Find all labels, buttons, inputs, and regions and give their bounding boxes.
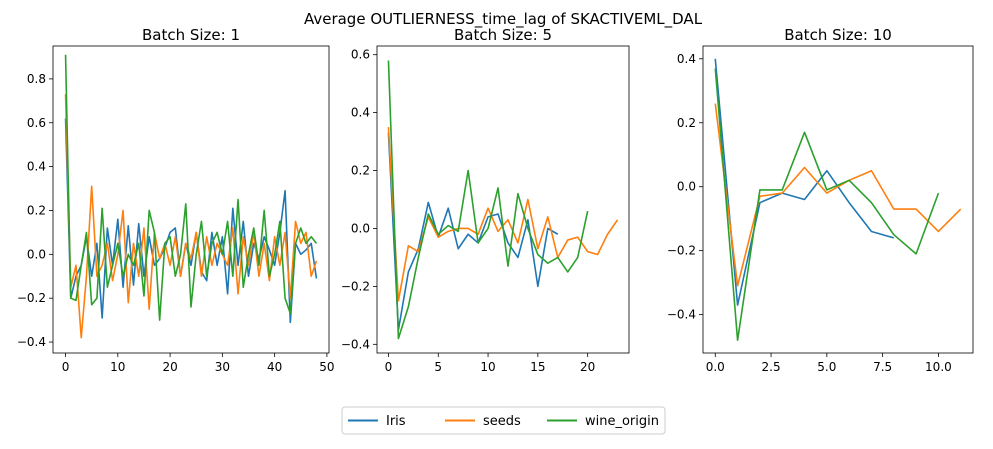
series-line-wine-origin (387, 60, 589, 340)
subplot-1: Batch Size: 1 0 10 20 30 40 50 −0.4 −0.2 0.0 0.2 0.… (17, 26, 335, 374)
y-tick-label: −0.4 (17, 335, 46, 349)
subplot-2: Batch Size: 5 0 5 10 15 20 −0.4 −0.2 0.0 0.2 0.4 0.… (341, 26, 630, 374)
legend-label: seeds (483, 414, 521, 429)
x-tick-label: 10.0 (925, 360, 952, 374)
y-tick-label: 0.6 (351, 48, 370, 62)
series-line-seeds (64, 94, 318, 339)
series-line-iris (64, 118, 318, 324)
y-tick-label: −0.2 (341, 279, 370, 293)
x-tick-label: 0.0 (706, 360, 725, 374)
x-tick-label: 0 (62, 360, 70, 374)
legend-box (341, 406, 666, 435)
y-tick-label: 0.4 (351, 106, 370, 120)
series-line-seeds (714, 103, 962, 287)
x-tick-label: 2.5 (762, 360, 781, 374)
y-tick-label: 0.6 (27, 116, 46, 130)
series-line-iris (714, 58, 895, 306)
y-tick-label: 0.2 (351, 164, 370, 178)
x-tick-label: 7.5 (873, 360, 892, 374)
x-tick-label: 10 (480, 360, 495, 374)
series-line-wine-origin (64, 54, 318, 321)
y-tick-label: 0.4 (677, 52, 696, 66)
axes-frame (52, 45, 330, 354)
y-tick-label: 0.4 (27, 160, 46, 174)
x-tick-label: 20 (580, 360, 595, 374)
y-tick-label: −0.4 (341, 337, 370, 351)
y-tick-label: −0.2 (667, 244, 696, 258)
x-tick-label: 15 (530, 360, 545, 374)
legend-label: Iris (386, 414, 406, 429)
x-tick-label: 30 (215, 360, 230, 374)
subplot-panels: Batch Size: 10 10 20 30 40 50−0.4−0.20.00.20.… (17, 26, 974, 374)
x-tick-label: 5 (434, 360, 442, 374)
subplot-title: Batch Size: 10 (784, 26, 892, 44)
subplot-title: Batch Size: 1 (142, 26, 240, 44)
legend-label: wine_origin (585, 414, 659, 429)
y-tick-label: 0.0 (27, 247, 46, 261)
x-tick-label: 5.0 (817, 360, 836, 374)
series-line-seeds (387, 127, 619, 302)
subplot-title: Batch Size: 5 (454, 26, 552, 44)
y-tick-label: 0.2 (27, 203, 46, 217)
x-tick-label: 10 (110, 360, 125, 374)
x-tick-label: 20 (162, 360, 177, 374)
figure-suptitle: Average OUTLIERNESS_time_lag of SKACTIVE… (304, 10, 703, 29)
y-tick-label: 0.0 (677, 180, 696, 194)
axes-frame (702, 45, 974, 354)
x-tick-label: 40 (267, 360, 282, 374)
x-tick-label: 50 (319, 360, 334, 374)
x-tick-label: 0 (385, 360, 393, 374)
y-tick-label: 0.8 (27, 72, 46, 86)
y-tick-label: −0.4 (667, 308, 696, 322)
y-tick-label: 0.2 (677, 116, 696, 130)
subplot-3: Batch Size: 10 0.0 2.5 5.0 7.5 10.0 −0.4 −0.2 0.… (667, 26, 974, 374)
legend-item-seeds: seeds (445, 414, 521, 429)
y-tick-label: −0.2 (17, 291, 46, 305)
y-tick-label: 0.0 (351, 221, 370, 235)
legend-item-wine-origin: wine_origin (547, 414, 659, 429)
legend-item-iris: Iris (348, 414, 406, 429)
legend: Iris seeds wine_origin (341, 406, 666, 435)
series-line-wine-origin (714, 68, 940, 342)
axes-frame (376, 45, 630, 354)
